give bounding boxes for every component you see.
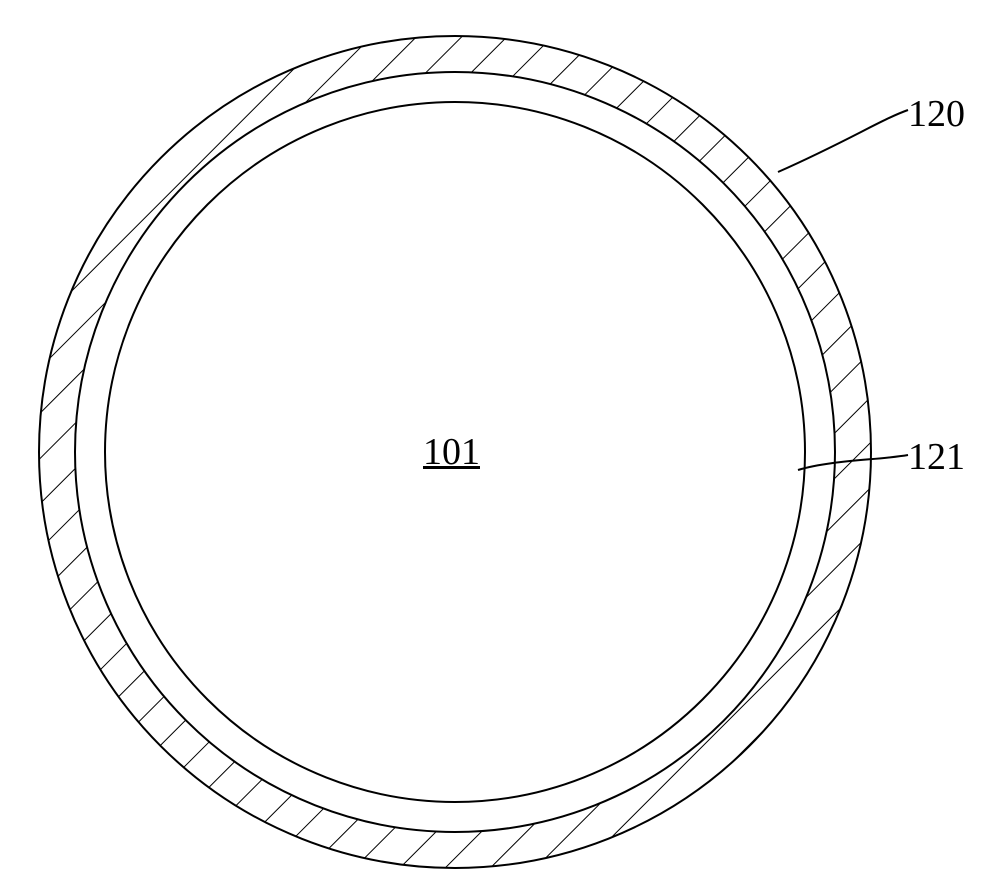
label-101: 101 bbox=[423, 430, 480, 474]
ring-cross-section-svg bbox=[0, 0, 1000, 891]
label-121: 121 bbox=[908, 435, 965, 479]
label-120: 120 bbox=[908, 92, 965, 136]
diagram-canvas: 120 121 101 bbox=[0, 0, 1000, 891]
outer-ring-hatched bbox=[0, 0, 1000, 891]
